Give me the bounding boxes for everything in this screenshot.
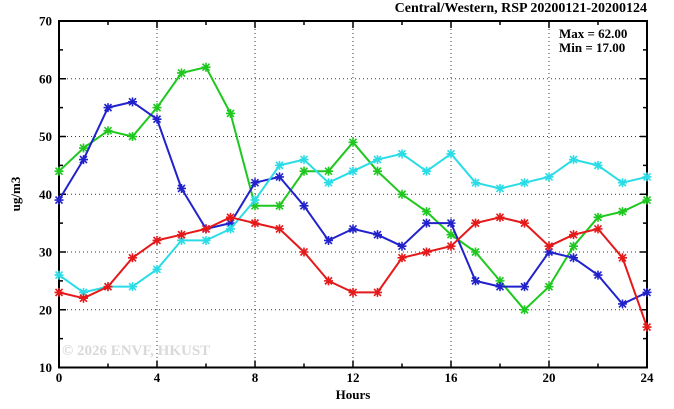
y-tick-label-20: 20: [39, 302, 52, 317]
y-tick-label-70: 70: [39, 14, 52, 29]
x-tick-label-16: 16: [445, 370, 459, 385]
x-tick-label-8: 8: [252, 370, 259, 385]
max-min-annotation: Max = 62.00 Min = 17.00: [559, 27, 627, 55]
chart-title: Central/Western, RSP 20200121-20200124: [394, 1, 647, 16]
y-tick-label-60: 60: [39, 71, 52, 86]
series-green-markers: [54, 62, 652, 315]
y-axis-label: ug/m3: [8, 176, 23, 212]
y-tick-label-30: 30: [39, 245, 52, 260]
max-annotation: Max = 62.00: [559, 26, 628, 41]
series-blue-markers: [54, 97, 652, 309]
y-tick-label-40: 40: [39, 187, 52, 202]
y-tick-label-10: 10: [39, 360, 52, 375]
min-annotation: Min = 17.00: [559, 40, 626, 55]
x-tick-label-20: 20: [543, 370, 556, 385]
series-cyan-markers: [54, 149, 652, 297]
series-red-markers: [54, 212, 652, 332]
watermark: © 2026 ENVF, HKUST: [62, 343, 211, 359]
x-tick-label-12: 12: [347, 370, 360, 385]
x-tick-label-4: 4: [154, 370, 161, 385]
y-tick-label-50: 50: [39, 129, 52, 144]
x-tick-label-24: 24: [641, 370, 655, 385]
x-tick-label-0: 0: [56, 370, 63, 385]
x-axis-label: Hours: [335, 387, 371, 402]
